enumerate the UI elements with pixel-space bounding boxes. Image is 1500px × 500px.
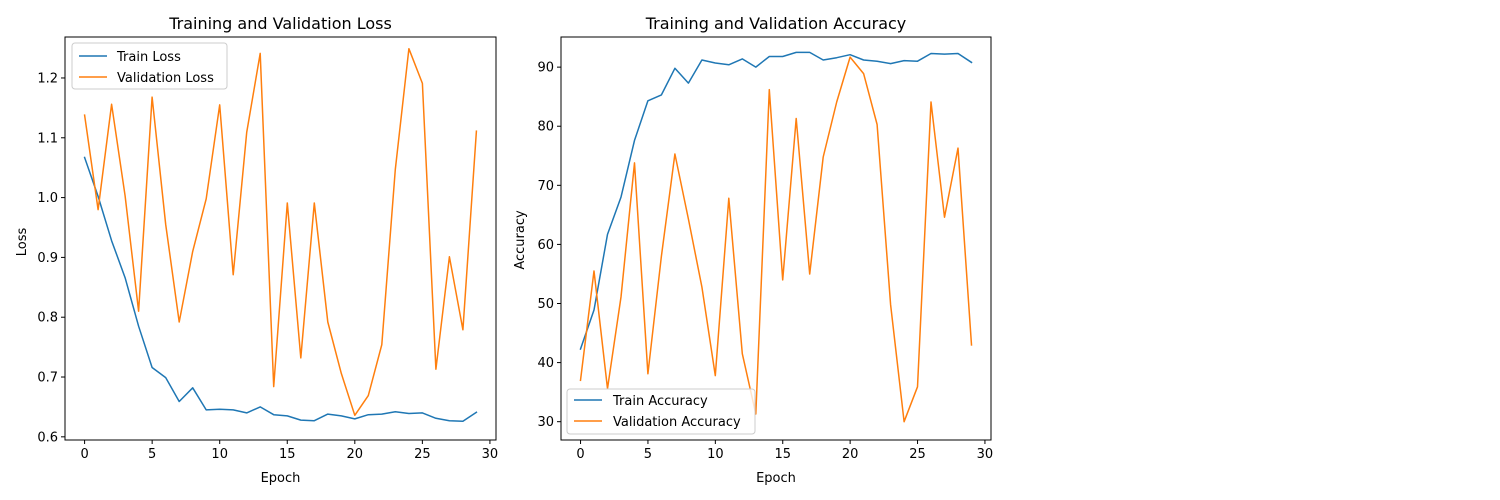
loss-chart-title: Training and Validation Loss (168, 14, 392, 33)
accuracy-x-tick-label: 30 (977, 447, 994, 462)
loss-x-tick-label: 5 (148, 447, 156, 462)
accuracy-y-tick-label: 40 (537, 356, 554, 371)
accuracy-x-tick-label: 20 (842, 447, 859, 462)
loss-y-tick-label: 0.7 (37, 371, 58, 386)
loss-y-tick-label: 0.9 (37, 251, 58, 266)
loss-series-line-train (83, 156, 478, 423)
accuracy-x-axis-label: Epoch (756, 471, 796, 486)
accuracy-y-tick-label: 50 (537, 297, 554, 312)
loss-y-tick-label: 1.2 (37, 71, 58, 86)
loss-x-tick-label: 20 (347, 447, 364, 462)
loss-x-tick-label: 25 (414, 447, 431, 462)
loss-legend: Train Loss Validation Loss (71, 42, 228, 90)
loss-legend-box (71, 42, 228, 90)
loss-x-tick-label: 0 (80, 447, 88, 462)
loss-y-tick-label: 0.6 (37, 430, 58, 445)
accuracy-y-tick-label: 70 (537, 179, 554, 194)
loss-legend-label-train: Train Loss (116, 50, 181, 65)
accuracy-x-tick-label: 15 (774, 447, 791, 462)
loss-x-tick-label: 15 (279, 447, 296, 462)
loss-y-tick-label: 1.0 (37, 191, 58, 206)
accuracy-series-line-train (579, 51, 973, 350)
accuracy-chart: Training and Validation Accuracy Epoch A… (513, 14, 993, 486)
loss-x-tick-label: 10 (211, 447, 228, 462)
accuracy-x-tick-label: 25 (909, 447, 926, 462)
loss-y-tick-label: 0.8 (37, 311, 58, 326)
accuracy-plot-frame (560, 36, 992, 441)
accuracy-y-tick-label: 90 (537, 61, 554, 76)
loss-legend-label-validation: Validation Loss (117, 71, 214, 86)
accuracy-y-axis-label: Accuracy (513, 210, 528, 270)
accuracy-tick-group: 0 5 10 15 20 25 30 30 40 50 60 70 80 90 (537, 61, 993, 462)
accuracy-x-tick-label: 0 (576, 447, 584, 462)
accuracy-legend: Train Accuracy Validation Accuracy (566, 388, 756, 435)
loss-y-tick-label: 1.1 (37, 131, 58, 146)
accuracy-legend-box (566, 388, 756, 435)
loss-y-axis-label: Loss (15, 228, 30, 257)
loss-series-group (83, 47, 478, 423)
loss-series-line-validation (83, 47, 478, 417)
loss-plot-frame (64, 36, 497, 441)
accuracy-legend-label-train: Train Accuracy (612, 394, 708, 409)
accuracy-chart-title: Training and Validation Accuracy (645, 14, 907, 33)
accuracy-legend-label-validation: Validation Accuracy (613, 415, 741, 430)
accuracy-series-group (579, 51, 973, 423)
loss-chart: Training and Validation Loss Epoch Loss … (15, 14, 498, 486)
accuracy-y-tick-label: 30 (537, 415, 554, 430)
accuracy-x-tick-label: 10 (707, 447, 724, 462)
loss-x-axis-label: Epoch (261, 471, 301, 486)
accuracy-series-line-validation (579, 56, 973, 423)
accuracy-y-tick-label: 80 (537, 120, 554, 135)
accuracy-y-tick-label: 60 (537, 238, 554, 253)
loss-x-tick-label: 30 (482, 447, 499, 462)
loss-tick-group: 0 5 10 15 20 25 30 0.6 0.7 0.8 0.9 1.0 1.1 1.2 (37, 71, 498, 462)
accuracy-x-tick-label: 5 (644, 447, 652, 462)
